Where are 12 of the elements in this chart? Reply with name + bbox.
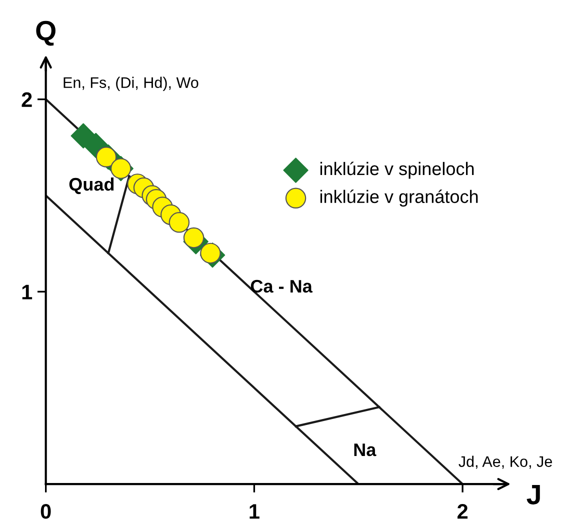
legend-label: inklúzie v granátoch (320, 190, 478, 207)
annotation: Na (354, 444, 376, 456)
x-tick-label: 0 (40, 504, 51, 519)
annotation: Jd, Ae, Ko, Je (458, 456, 552, 469)
x-tick-label: 2 (457, 504, 468, 519)
legend-label: inklúzie v spineloch (320, 162, 474, 179)
annotation: En, Fs, (Di, Hd), Wo (64, 76, 198, 92)
x-axis-title: J (526, 485, 540, 504)
y-axis-title: Q (36, 20, 56, 46)
annotation: Quad (69, 177, 114, 194)
annotation: Ca - Na (250, 280, 313, 293)
x-tick-label: 1 (250, 504, 260, 519)
